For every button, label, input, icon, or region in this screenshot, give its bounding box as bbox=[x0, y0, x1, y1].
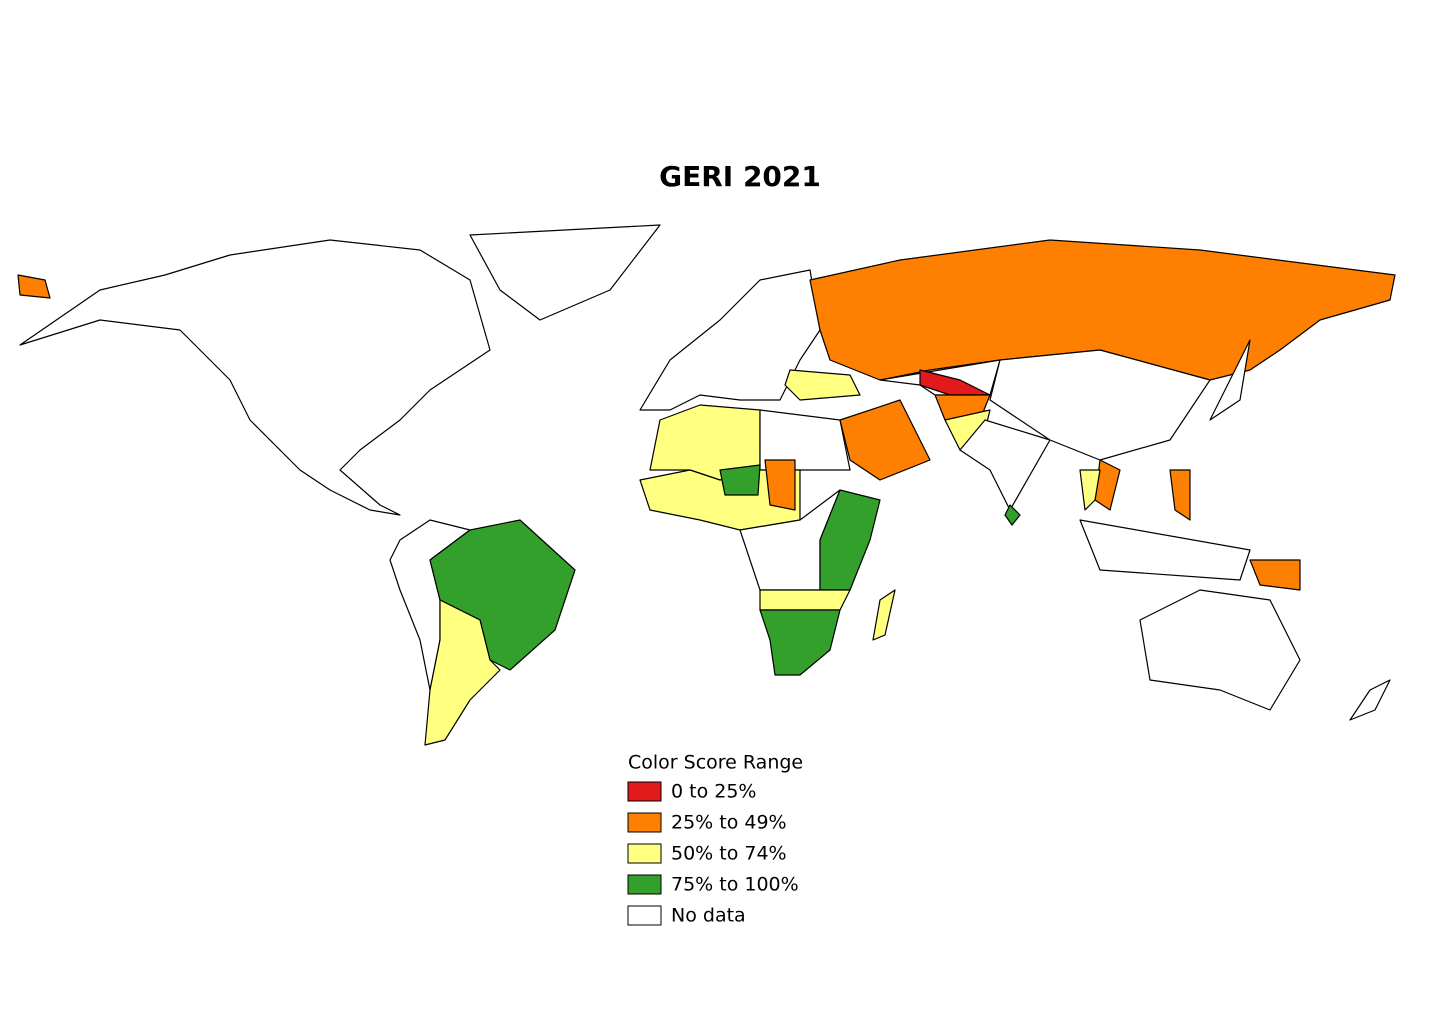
legend-label: 25% to 49% bbox=[671, 812, 787, 834]
country-region bbox=[17, 274, 51, 299]
legend: 0 to 25% 25% to 49% 50% to 74% 75% to 100% N… bbox=[627, 781, 799, 927]
country-region bbox=[1209, 339, 1251, 421]
map-title: GERI 2021 bbox=[659, 160, 821, 193]
country-region bbox=[959, 419, 1051, 511]
country-region bbox=[639, 269, 821, 411]
country-region bbox=[839, 399, 931, 481]
legend-label: 75% to 100% bbox=[671, 874, 799, 896]
legend-title: Color Score Range bbox=[628, 752, 803, 774]
legend-swatch bbox=[627, 843, 662, 864]
country-region bbox=[469, 224, 661, 321]
country-region bbox=[872, 589, 896, 641]
legend-swatch bbox=[627, 905, 662, 926]
country-region bbox=[19, 239, 491, 516]
country-region bbox=[759, 589, 851, 611]
legend-label: 50% to 74% bbox=[671, 843, 787, 865]
country-region bbox=[784, 369, 861, 401]
country-region bbox=[759, 409, 851, 471]
country-region bbox=[1094, 459, 1121, 511]
country-region bbox=[719, 464, 761, 496]
country-region bbox=[1249, 559, 1301, 591]
country-region bbox=[424, 599, 501, 746]
country-region bbox=[1079, 519, 1251, 581]
legend-swatch bbox=[627, 874, 662, 895]
country-region bbox=[764, 459, 796, 511]
country-region bbox=[1139, 589, 1301, 711]
country-region bbox=[1004, 504, 1021, 526]
country-region bbox=[759, 609, 841, 676]
legend-label: No data bbox=[671, 905, 746, 927]
country-region bbox=[1349, 679, 1391, 721]
country-region bbox=[1169, 469, 1191, 521]
country-region bbox=[989, 349, 1211, 461]
world-map bbox=[17, 224, 1396, 746]
country-region bbox=[639, 469, 801, 531]
legend-label: 0 to 25% bbox=[671, 781, 756, 803]
country-region bbox=[1079, 469, 1101, 511]
legend-swatch bbox=[627, 781, 662, 802]
legend-swatch bbox=[627, 812, 662, 833]
